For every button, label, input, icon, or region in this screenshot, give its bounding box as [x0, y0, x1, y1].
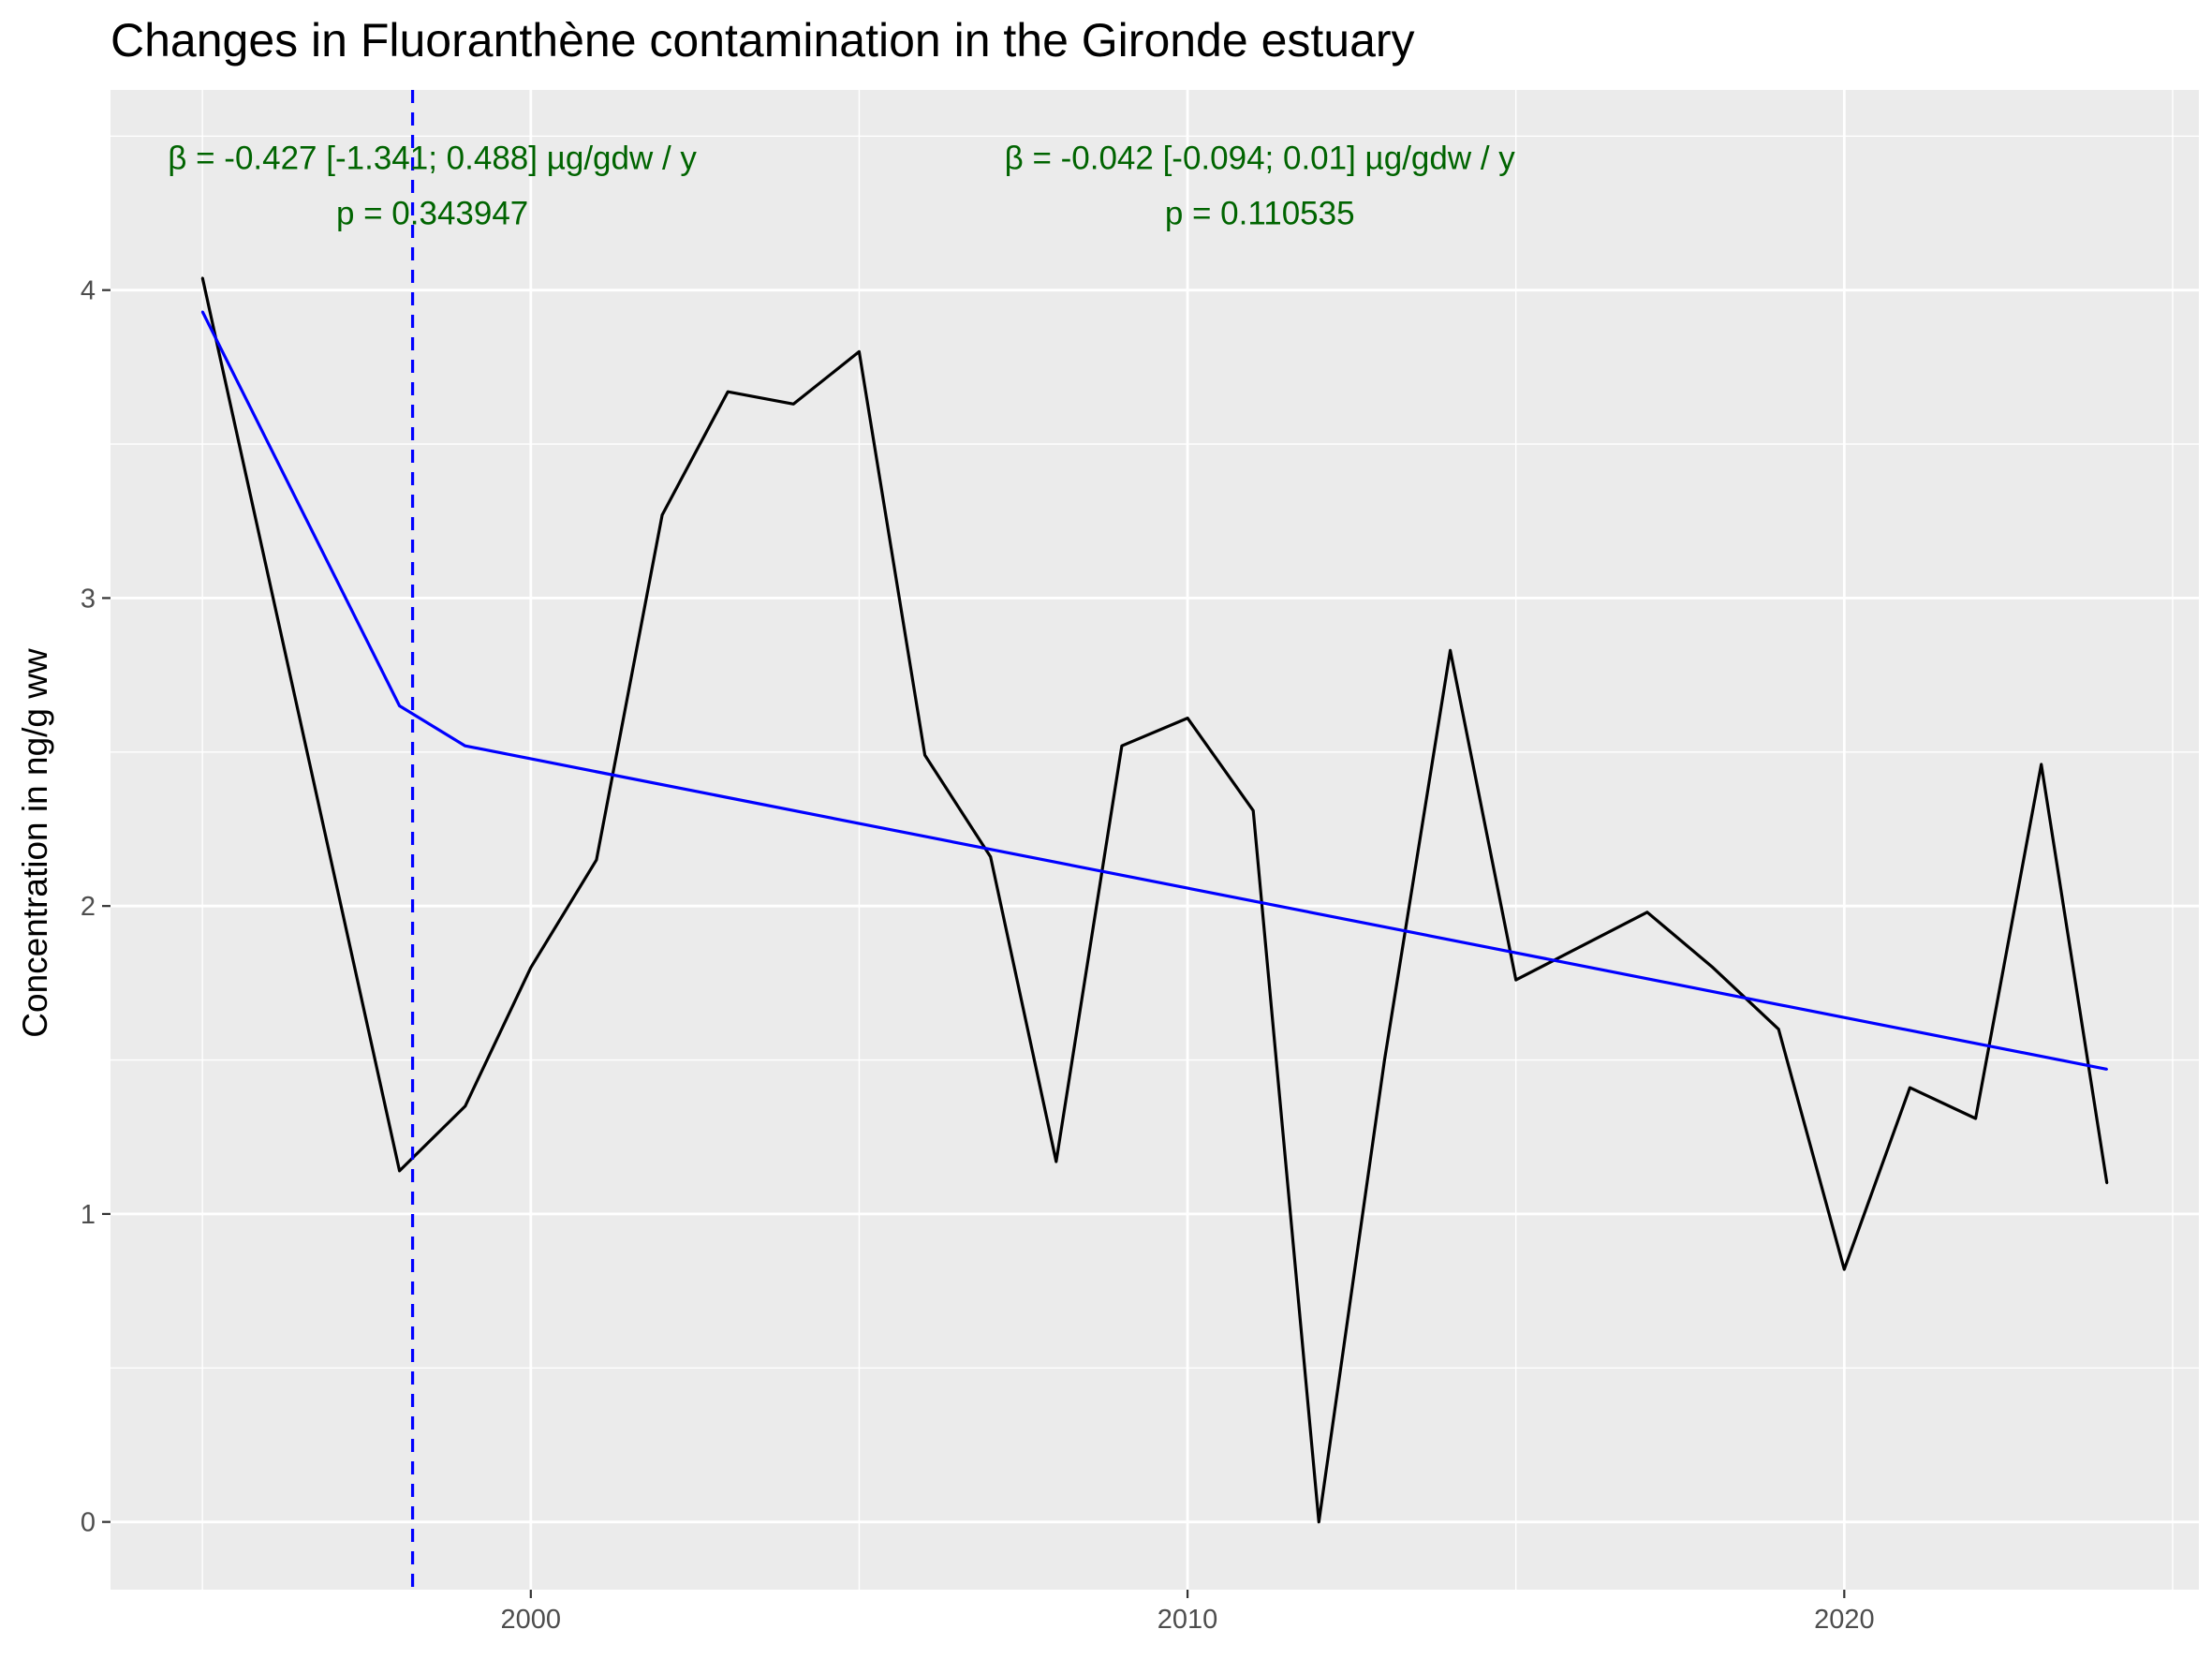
- observed-line: [200, 277, 2109, 1524]
- segmented-trend-point: [398, 704, 401, 707]
- y-axis-title: Concentration in ng/g ww: [16, 648, 54, 1038]
- observed-point: [858, 350, 861, 353]
- annotation-text: β = -0.042 [-0.094; 0.01] µg/gdw / y: [1005, 140, 1516, 176]
- observed-point: [200, 276, 204, 279]
- minor-gridlines: [111, 90, 2199, 1590]
- major-gridlines: [111, 90, 2199, 1590]
- observed-point: [2105, 1181, 2109, 1185]
- plot-panel: [111, 90, 2199, 1590]
- observed-point: [1251, 809, 1255, 812]
- segmented-trend-point: [200, 310, 204, 313]
- observed-point: [529, 966, 533, 970]
- segmented-trend-point: [2105, 1068, 2109, 1071]
- observed-point: [1974, 1117, 1977, 1120]
- observed-point: [1777, 1028, 1780, 1030]
- observed-point: [2040, 763, 2042, 766]
- segmented-trend-point: [464, 745, 466, 748]
- observed-point: [660, 513, 664, 516]
- observed-point: [923, 753, 926, 757]
- segmented-trend-line: [200, 310, 2108, 1071]
- observed-point: [1120, 745, 1124, 748]
- annotation-text: p = 0.110535: [1165, 195, 1355, 231]
- y-tick-label: 2: [81, 892, 96, 922]
- observed-point: [1186, 717, 1189, 719]
- observed-point: [1318, 1520, 1320, 1523]
- observed-point: [1711, 966, 1715, 970]
- y-tick-label: 4: [81, 276, 96, 306]
- observed-point: [398, 1169, 401, 1173]
- x-tick-label: 2000: [501, 1605, 562, 1635]
- observed-point: [1580, 944, 1584, 948]
- observed-point: [1909, 1086, 1911, 1089]
- axis-ticks: 2000 2010 2020 0 1 2 3 4: [81, 276, 1875, 1635]
- observed-point: [1054, 1160, 1058, 1163]
- observed-point: [1514, 978, 1517, 982]
- observed-point: [726, 390, 730, 393]
- y-tick-label: 3: [81, 584, 96, 614]
- observed-point: [792, 403, 795, 406]
- observed-point: [1843, 1267, 1846, 1271]
- annotation-text: p = 0.343947: [336, 195, 528, 231]
- annotation-layer: β = -0.427 [-1.341; 0.488] µg/gdw / y p =…: [168, 140, 1515, 231]
- y-tick-label: 1: [81, 1200, 96, 1230]
- observed-point: [1449, 649, 1452, 652]
- observed-point: [1383, 1059, 1386, 1061]
- y-tick-label: 0: [81, 1508, 96, 1538]
- observed-point: [989, 855, 992, 858]
- chart-title: Changes in Fluoranthène contamination in…: [111, 14, 1415, 67]
- x-tick-label: 2020: [1814, 1605, 1875, 1635]
- series-layer: [200, 90, 2109, 1590]
- observed-point: [595, 858, 598, 862]
- x-tick-label: 2010: [1158, 1605, 1218, 1635]
- annotation-text: β = -0.427 [-1.341; 0.488] µg/gdw / y: [168, 140, 697, 176]
- observed-point: [464, 1104, 466, 1108]
- observed-point: [1645, 911, 1649, 913]
